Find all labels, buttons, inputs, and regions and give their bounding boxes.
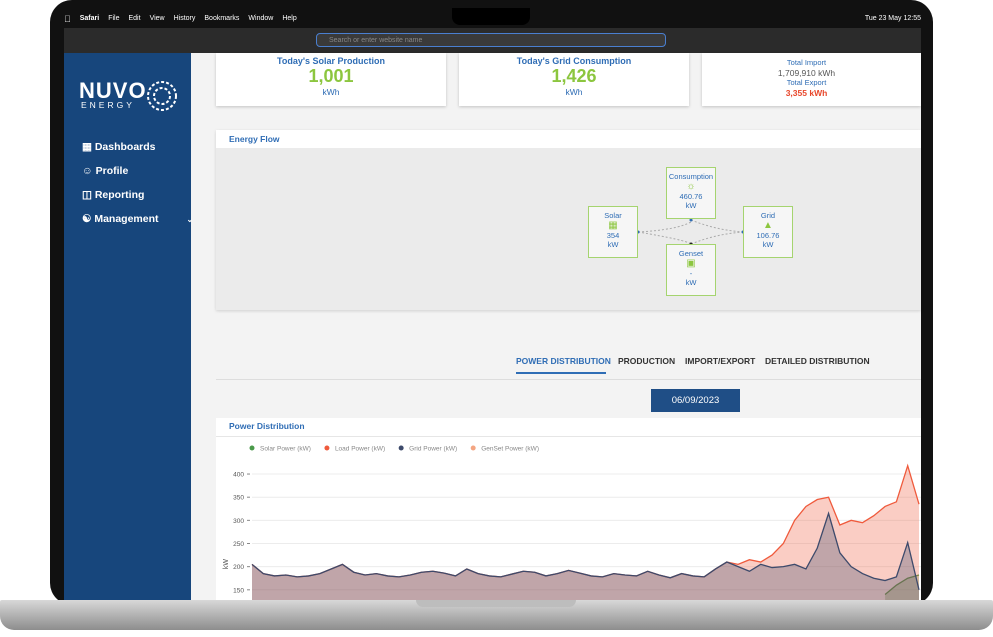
divider — [216, 379, 921, 380]
node-label: Consumption — [668, 172, 714, 181]
tab[interactable]: IMPORT/EXPORT — [685, 356, 756, 366]
nav-label[interactable]: Dashboards — [94, 141, 156, 153]
tab[interactable]: POWER DISTRIBUTION — [516, 356, 611, 366]
import-value: 1,709,910 kWh — [777, 68, 836, 78]
node-label: Solar — [604, 211, 622, 220]
flow-node: Solar ▦ 354 kW — [588, 206, 638, 258]
menu-item[interactable]: History — [166, 15, 196, 22]
y-tick-label: 200 — [233, 564, 244, 571]
legend-marker — [398, 445, 404, 451]
card-unit: kWh — [322, 87, 340, 97]
divider — [216, 436, 921, 437]
stat-card: Total Import 1,709,910 kWh Total Export … — [702, 53, 921, 106]
series-line — [251, 511, 920, 590]
stat-card: Today's Solar Production 1,001 kWh — [216, 53, 446, 106]
panel-header — [216, 130, 921, 148]
legend-marker — [324, 445, 330, 451]
legend-label: Solar Power (kW) — [260, 446, 311, 453]
card-title: Today's Grid Consumption — [516, 56, 632, 66]
card-value: 1,001 — [308, 66, 354, 86]
chart: Solar Power (kW) Load Power (kW) Grid Powe… — [223, 445, 921, 601]
card-title: Today's Solar Production — [277, 56, 385, 66]
y-tick-label: 350 — [233, 495, 244, 502]
node-label: Genset — [678, 249, 704, 258]
menu-item[interactable]: View — [142, 15, 165, 22]
legend-label: GenSet Power (kW) — [481, 446, 539, 453]
node-unit: kW — [762, 240, 774, 249]
energy-flow-panel — [216, 130, 921, 310]
stat-card: Today's Grid Consumption 1,426 kWh — [459, 53, 689, 106]
tab-underline — [516, 372, 606, 374]
import-label: Total Import — [786, 58, 827, 67]
card-value: 1,426 — [551, 66, 597, 86]
y-tick-label: 150 — [233, 587, 244, 594]
chart-title: Power Distribution — [229, 421, 305, 431]
flow-connectors — [636, 218, 745, 246]
tab[interactable]: PRODUCTION — [618, 356, 676, 366]
logo-icon — [147, 81, 177, 111]
nav-item[interactable]: ▦ Dashboards — [82, 141, 156, 153]
panel-title: Energy Flow — [229, 134, 280, 144]
nav-item[interactable]: ◫ Reporting — [82, 189, 145, 201]
y-axis-label: kW — [223, 559, 230, 570]
node-unit: kW — [607, 240, 619, 249]
menu-item[interactable]: Bookmarks — [197, 15, 239, 22]
menu-bar:  Safari File Edit View History Bookmark… — [64, 10, 921, 27]
node-unit: kW — [685, 278, 697, 287]
menu-item[interactable]: Safari — [73, 15, 99, 22]
tab[interactable]: DETAILED DISTRIBUTION — [765, 356, 870, 366]
node-value: - — [689, 269, 693, 278]
legend-label: Grid Power (kW) — [409, 446, 457, 453]
area-fill — [885, 574, 919, 601]
menu-item[interactable]: Edit — [121, 15, 141, 22]
area-fill — [252, 465, 919, 601]
flow-node: Consumption ☼ 460.76 kW — [666, 167, 716, 219]
logo-subtext: ENERGY — [81, 100, 135, 110]
menu-item[interactable]: File — [101, 15, 119, 22]
nav-item[interactable]: ☺ Profile — [82, 165, 129, 177]
nav-label[interactable]: Reporting — [94, 189, 145, 201]
logo-text: NUVO — [79, 78, 147, 103]
sidebar — [64, 53, 191, 601]
y-tick-label: 300 — [233, 518, 244, 525]
export-label: Total Export — [786, 78, 827, 87]
legend-label: Load Power (kW) — [335, 446, 385, 453]
menu-item[interactable]: Help — [275, 15, 296, 22]
address-bar[interactable]: Search or enter website name — [316, 33, 666, 47]
node-value: 460.76 — [679, 192, 703, 201]
card-unit: kWh — [565, 87, 583, 97]
nav-label[interactable]: Management — [94, 213, 159, 225]
date-button[interactable]: 06/09/2023 — [651, 389, 740, 412]
legend-marker — [470, 445, 476, 451]
menu-item[interactable]: Window — [241, 15, 273, 22]
node-value: 354 — [606, 231, 620, 240]
area-fill — [252, 513, 919, 601]
flow-node: Grid ▲ 106.76 kW — [743, 206, 793, 258]
legend-marker — [249, 445, 255, 451]
clock: Tue 23 May 12:55 — [864, 15, 921, 22]
notch — [452, 8, 530, 25]
flow-node: Genset ▣ - kW — [666, 244, 716, 296]
nav-item[interactable]: ☯ Management ⌄ — [82, 213, 194, 225]
y-tick-label: 250 — [233, 541, 244, 548]
node-unit: kW — [685, 201, 697, 210]
export-value: 3,355 kWh — [785, 88, 828, 98]
node-label: Grid — [760, 211, 776, 220]
base-notch — [416, 600, 576, 607]
node-value: 106.76 — [756, 231, 780, 240]
y-tick-label: 400 — [233, 472, 244, 479]
series-line — [884, 574, 920, 595]
nav-label[interactable]: Profile — [95, 165, 129, 177]
